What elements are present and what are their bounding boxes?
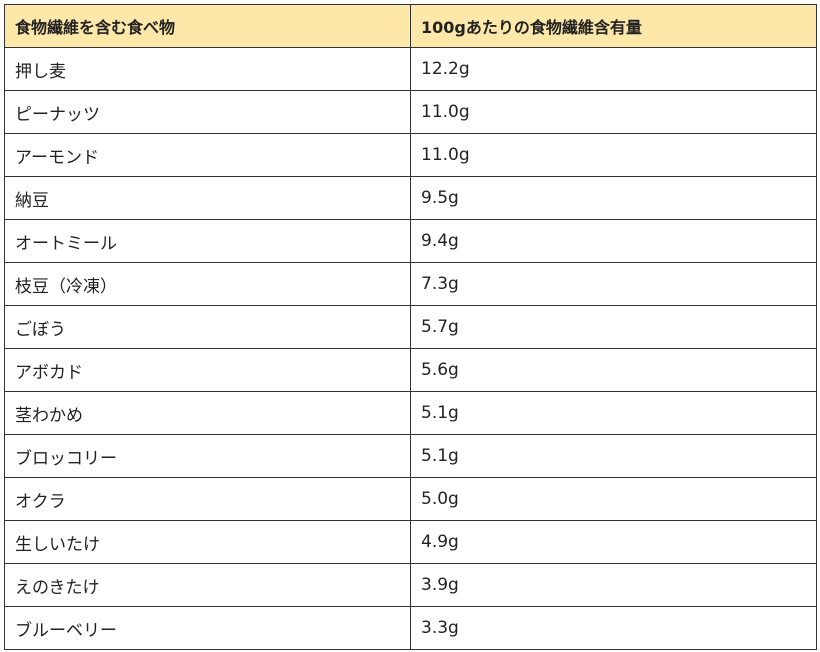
cell-food: オートミール (4, 219, 411, 263)
cell-food: えのきたけ (4, 563, 411, 607)
cell-amount: 5.1g (410, 434, 817, 478)
cell-amount: 9.5g (410, 176, 817, 220)
cell-food: ブロッコリー (4, 434, 411, 478)
cell-amount: 5.0g (410, 477, 817, 521)
table-row: ブロッコリー 5.1g (4, 434, 817, 478)
cell-amount: 3.9g (410, 563, 817, 607)
table-row: ごぼう 5.7g (4, 305, 817, 349)
cell-amount: 7.3g (410, 262, 817, 306)
cell-amount: 5.1g (410, 391, 817, 435)
table-row: 枝豆（冷凍） 7.3g (4, 262, 817, 306)
cell-amount: 12.2g (410, 47, 817, 91)
fiber-table: 食物繊維を含む食べ物 100gあたりの食物繊維含有量 押し麦 12.2g ピーナッツ… (4, 4, 817, 650)
cell-food: 生しいたけ (4, 520, 411, 564)
cell-food: ごぼう (4, 305, 411, 349)
cell-amount: 11.0g (410, 133, 817, 177)
table-row: アーモンド 11.0g (4, 133, 817, 177)
header-amount: 100gあたりの食物繊維含有量 (410, 4, 817, 48)
cell-food: オクラ (4, 477, 411, 521)
cell-amount: 3.3g (410, 606, 817, 650)
cell-amount: 4.9g (410, 520, 817, 564)
header-food: 食物繊維を含む食べ物 (4, 4, 411, 48)
cell-amount: 5.6g (410, 348, 817, 392)
cell-food: ブルーベリー (4, 606, 411, 650)
table-row: アボカド 5.6g (4, 348, 817, 392)
table-row: えのきたけ 3.9g (4, 563, 817, 607)
cell-food: アーモンド (4, 133, 411, 177)
cell-amount: 5.7g (410, 305, 817, 349)
cell-food: アボカド (4, 348, 411, 392)
table-row: 押し麦 12.2g (4, 47, 817, 91)
table-row: 納豆 9.5g (4, 176, 817, 220)
cell-food: 茎わかめ (4, 391, 411, 435)
cell-food: 枝豆（冷凍） (4, 262, 411, 306)
table-row: ブルーベリー 3.3g (4, 606, 817, 650)
cell-food: 押し麦 (4, 47, 411, 91)
table-row: 生しいたけ 4.9g (4, 520, 817, 564)
cell-amount: 9.4g (410, 219, 817, 263)
table-header-row: 食物繊維を含む食べ物 100gあたりの食物繊維含有量 (4, 4, 817, 48)
cell-amount: 11.0g (410, 90, 817, 134)
cell-food: ピーナッツ (4, 90, 411, 134)
table-row: ピーナッツ 11.0g (4, 90, 817, 134)
cell-food: 納豆 (4, 176, 411, 220)
table-row: オクラ 5.0g (4, 477, 817, 521)
table-row: 茎わかめ 5.1g (4, 391, 817, 435)
table-row: オートミール 9.4g (4, 219, 817, 263)
